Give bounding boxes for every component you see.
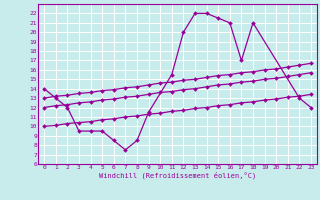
- X-axis label: Windchill (Refroidissement éolien,°C): Windchill (Refroidissement éolien,°C): [99, 172, 256, 179]
